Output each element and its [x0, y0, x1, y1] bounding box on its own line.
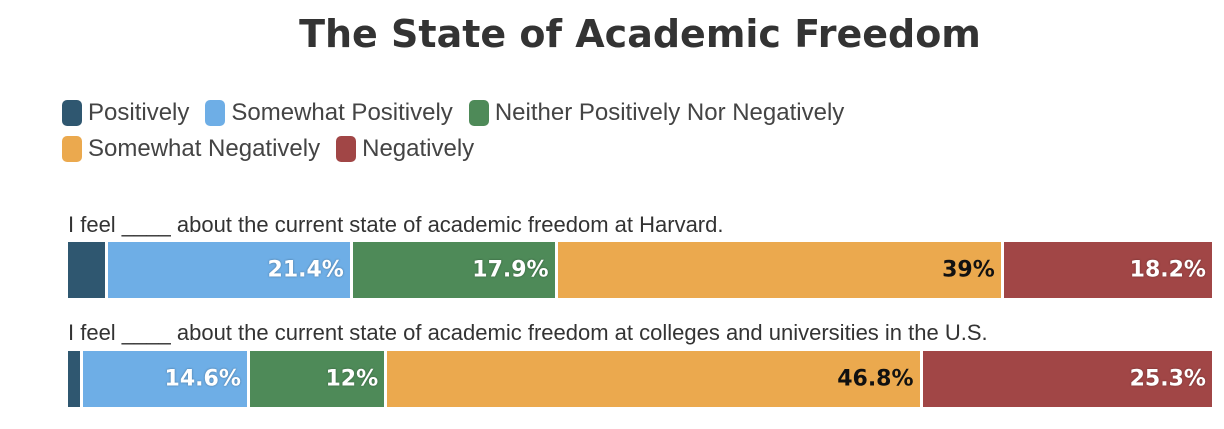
legend-row-2: Somewhat Negatively Negatively	[62, 131, 962, 167]
bar-segment-positively-row-2	[68, 351, 83, 407]
legend-swatch-somewhat-negatively	[62, 136, 82, 162]
legend-label-somewhat-positively: Somewhat Positively	[231, 99, 453, 126]
bar-segment-positively-row-1	[68, 242, 109, 298]
legend-swatch-neither	[468, 100, 489, 126]
bar-segment-neither-row-2: 12%	[249, 351, 388, 407]
bar-segment-somewhat-negatively-row-1: 39%	[557, 242, 1004, 298]
legend-item-somewhat-negatively: Somewhat Negatively	[62, 135, 320, 163]
legend: Positively Somewhat Positively Neither P…	[62, 95, 962, 167]
bar-segment-negatively-row-2: 25.3%	[922, 351, 1212, 407]
legend-label-positively: Positively	[88, 99, 190, 126]
data-label-negatively-row-2: 25.3%	[1129, 366, 1206, 392]
bar-segment-somewhat-positively-row-2: 14.6%	[82, 351, 250, 407]
legend-item-positively: Positively	[62, 99, 189, 127]
legend-swatch-positively	[62, 100, 82, 126]
bar-segment-negatively-row-1: 18.2%	[1003, 242, 1212, 298]
data-label-somewhat-negatively-row-1: 39%	[942, 257, 995, 283]
bar-segment-somewhat-negatively-row-2: 46.8%	[387, 351, 923, 407]
data-label-negatively-row-1: 18.2%	[1129, 257, 1206, 283]
question-harvard: I feel ____ about the current state of a…	[68, 212, 724, 237]
bar-harvard: 21.4% 17.9% 39% 18.2%	[68, 242, 1212, 298]
legend-item-negatively: Negatively	[336, 135, 474, 163]
legend-swatch-negatively	[336, 136, 357, 162]
data-label-neither-row-1: 17.9%	[472, 257, 549, 283]
bar-segment-somewhat-positively-row-1: 21.4%	[108, 242, 353, 298]
chart-title: The State of Academic Freedom	[299, 12, 981, 56]
data-label-somewhat-negatively-row-2: 46.8%	[837, 366, 914, 392]
question-us: I feel ____ about the current state of a…	[68, 320, 988, 345]
legend-label-negatively: Negatively	[362, 135, 475, 162]
legend-row-1: Positively Somewhat Positively Neither P…	[62, 95, 962, 131]
data-label-somewhat-positively-row-2: 14.6%	[164, 366, 241, 392]
legend-item-neither: Neither Positively Nor Negatively	[468, 99, 845, 127]
data-label-neither-row-2: 12%	[325, 366, 379, 392]
legend-item-somewhat-positively: Somewhat Positively	[205, 99, 453, 127]
legend-label-somewhat-negatively: Somewhat Negatively	[88, 135, 321, 162]
legend-label-neither: Neither Positively Nor Negatively	[494, 99, 845, 126]
data-label-somewhat-positively-row-1: 21.4%	[267, 257, 344, 283]
bar-segment-neither-row-1: 17.9%	[352, 242, 558, 298]
legend-swatch-somewhat-positively	[205, 100, 226, 126]
bar-us: 14.6% 12% 46.8% 25.3%	[68, 351, 1212, 407]
